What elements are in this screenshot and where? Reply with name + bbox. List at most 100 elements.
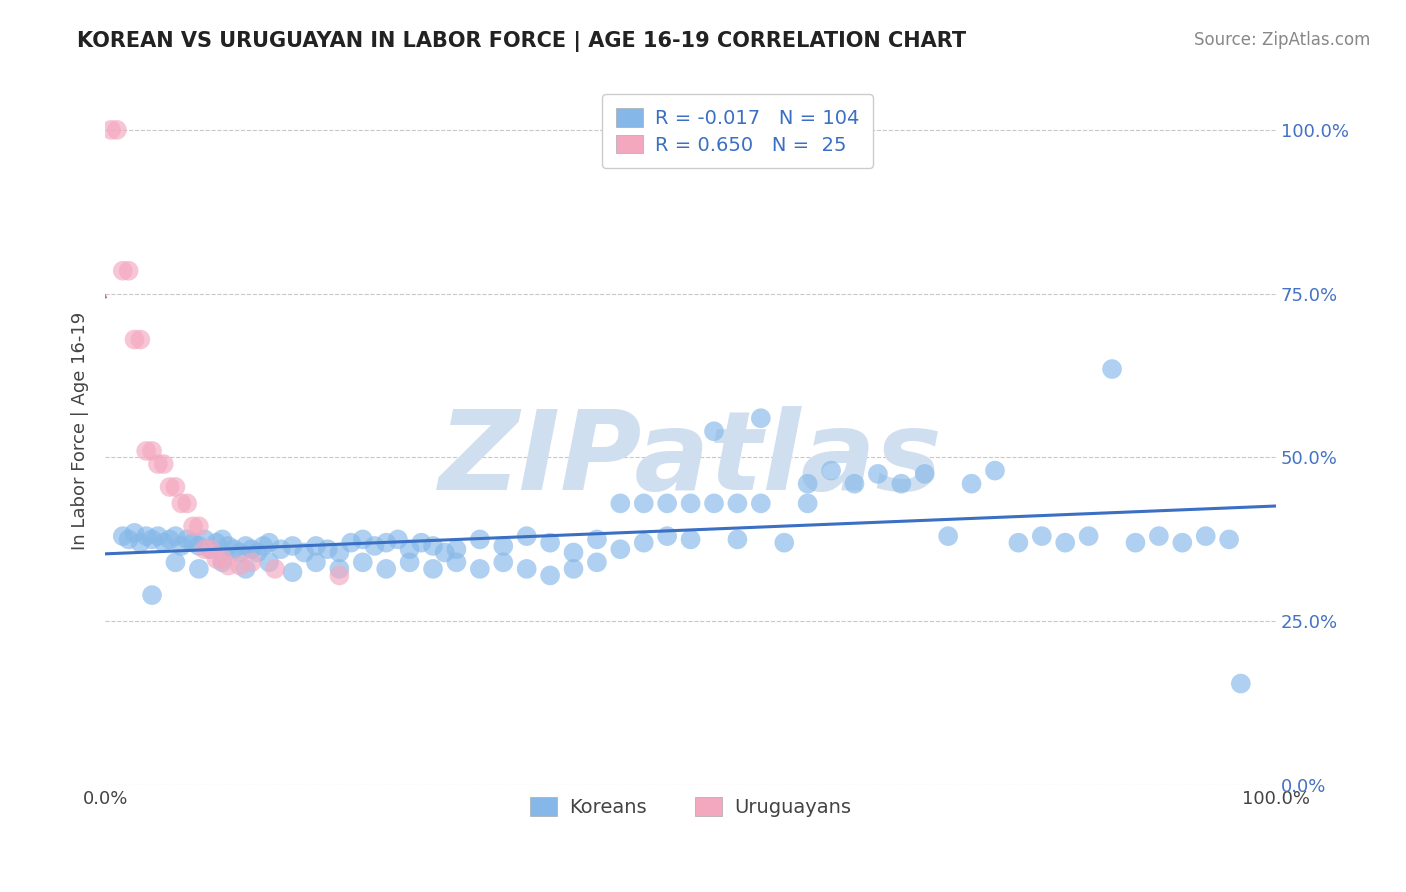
Point [679,533,702,547]
Point [844,476,866,491]
Point [1171,535,1194,549]
Point [633,496,655,510]
Point [984,464,1007,478]
Point [1147,529,1170,543]
Point [235,562,257,576]
Point [679,496,702,510]
Point [141,533,163,547]
Point [257,555,280,569]
Point [217,558,239,573]
Point [211,533,233,547]
Point [135,529,157,543]
Point [657,529,679,543]
Point [187,519,209,533]
Point [205,535,228,549]
Point [222,542,245,557]
Point [446,555,468,569]
Point [200,542,222,557]
Point [176,496,198,510]
Point [773,535,796,549]
Point [111,529,134,543]
Point [146,529,169,543]
Point [516,529,538,543]
Point [586,533,609,547]
Point [866,467,889,481]
Point [328,562,350,576]
Point [105,123,128,137]
Point [328,545,350,559]
Point [749,496,772,510]
Point [205,552,228,566]
Point [433,545,456,559]
Point [141,588,163,602]
Point [181,519,204,533]
Point [146,457,169,471]
Point [240,555,263,569]
Point [240,542,263,557]
Point [229,558,252,573]
Point [492,539,515,553]
Point [422,539,444,553]
Point [124,525,146,540]
Point [725,533,748,547]
Point [375,562,398,576]
Point [246,545,269,559]
Point [1077,529,1099,543]
Point [129,535,152,549]
Point [796,496,818,510]
Point [516,562,538,576]
Point [1218,533,1240,547]
Point [538,535,561,549]
Point [820,464,842,478]
Point [633,535,655,549]
Point [292,545,315,559]
Point [264,562,287,576]
Point [468,533,491,547]
Point [235,539,257,553]
Point [129,333,152,347]
Point [165,480,187,494]
Point [1031,529,1053,543]
Point [890,476,912,491]
Point [170,496,193,510]
Point [657,496,679,510]
Point [211,555,233,569]
Point [305,555,328,569]
Point [135,444,157,458]
Point [229,545,252,559]
Point [270,542,292,557]
Point [117,533,139,547]
Point [936,529,959,543]
Point [152,535,174,549]
Point [117,264,139,278]
Point [796,476,818,491]
Point [200,542,222,557]
Point [281,539,304,553]
Point [100,123,122,137]
Y-axis label: In Labor Force | Age 16-19: In Labor Force | Age 16-19 [72,312,89,550]
Point [328,568,350,582]
Point [352,555,374,569]
Point [492,555,515,569]
Point [252,539,274,553]
Point [194,542,217,557]
Point [914,467,936,481]
Point [316,542,339,557]
Point [159,480,181,494]
Point [152,457,174,471]
Point [749,411,772,425]
Legend: Koreans, Uruguayans: Koreans, Uruguayans [522,789,859,825]
Point [411,535,433,549]
Point [703,496,725,510]
Point [538,568,561,582]
Point [398,542,420,557]
Point [422,562,444,576]
Point [725,496,748,510]
Point [703,424,725,438]
Point [960,476,983,491]
Point [340,535,363,549]
Point [1195,529,1218,543]
Point [170,539,193,553]
Point [1101,362,1123,376]
Text: ZIPatlas: ZIPatlas [439,406,942,513]
